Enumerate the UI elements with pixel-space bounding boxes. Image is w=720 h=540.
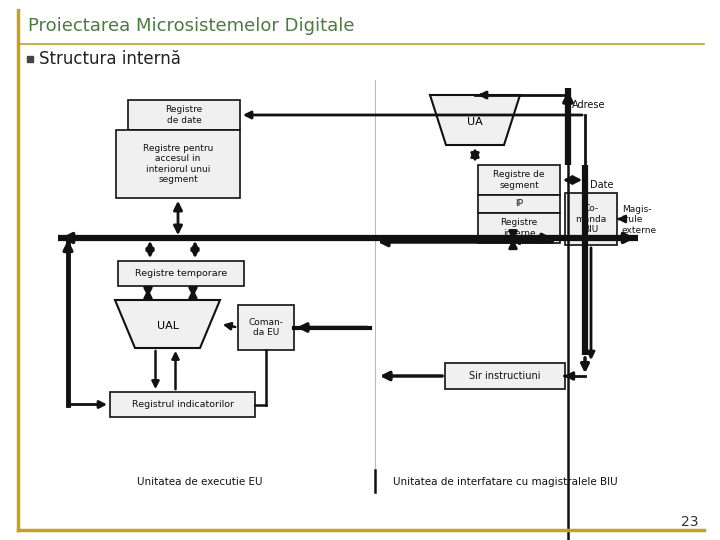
Text: Registre de
segment: Registre de segment xyxy=(493,170,545,190)
Text: Co-
manda
BIU: Co- manda BIU xyxy=(575,204,607,234)
Text: IP: IP xyxy=(515,199,523,208)
Text: Proiectarea Microsistemelor Digitale: Proiectarea Microsistemelor Digitale xyxy=(28,17,354,35)
Text: Coman-
da EU: Coman- da EU xyxy=(248,318,284,337)
Text: Date: Date xyxy=(590,180,613,190)
Bar xyxy=(445,363,565,389)
Text: Sir instructiuni: Sir instructiuni xyxy=(469,371,541,381)
Text: Magis-
trule
externe: Magis- trule externe xyxy=(622,205,657,235)
Bar xyxy=(565,193,617,245)
Bar xyxy=(116,130,240,198)
Bar xyxy=(118,261,244,286)
Text: Registre
de date: Registre de date xyxy=(166,105,202,125)
Bar xyxy=(478,195,560,213)
Text: Registrul indicatorilor: Registrul indicatorilor xyxy=(132,400,233,409)
Text: Registre
interne: Registre interne xyxy=(500,218,538,238)
Text: Unitatea de executie EU: Unitatea de executie EU xyxy=(138,477,263,487)
Bar xyxy=(110,392,255,417)
Bar xyxy=(27,56,33,62)
Text: Adrese: Adrese xyxy=(572,100,606,110)
Bar xyxy=(128,100,240,130)
Text: Structura internă: Structura internă xyxy=(39,50,181,68)
Text: Registre pentru
accesul in
interiorul unui
segment: Registre pentru accesul in interiorul un… xyxy=(143,144,213,184)
Polygon shape xyxy=(430,95,520,145)
Text: UA: UA xyxy=(467,117,483,127)
Text: Unitatea de interfatare cu magistralele BIU: Unitatea de interfatare cu magistralele … xyxy=(392,477,617,487)
Bar xyxy=(478,165,560,195)
Text: UAL: UAL xyxy=(156,321,179,331)
Text: Registre temporare: Registre temporare xyxy=(135,269,227,278)
Text: 23: 23 xyxy=(680,515,698,529)
Polygon shape xyxy=(115,300,220,348)
Bar xyxy=(238,305,294,350)
Bar xyxy=(478,213,560,243)
